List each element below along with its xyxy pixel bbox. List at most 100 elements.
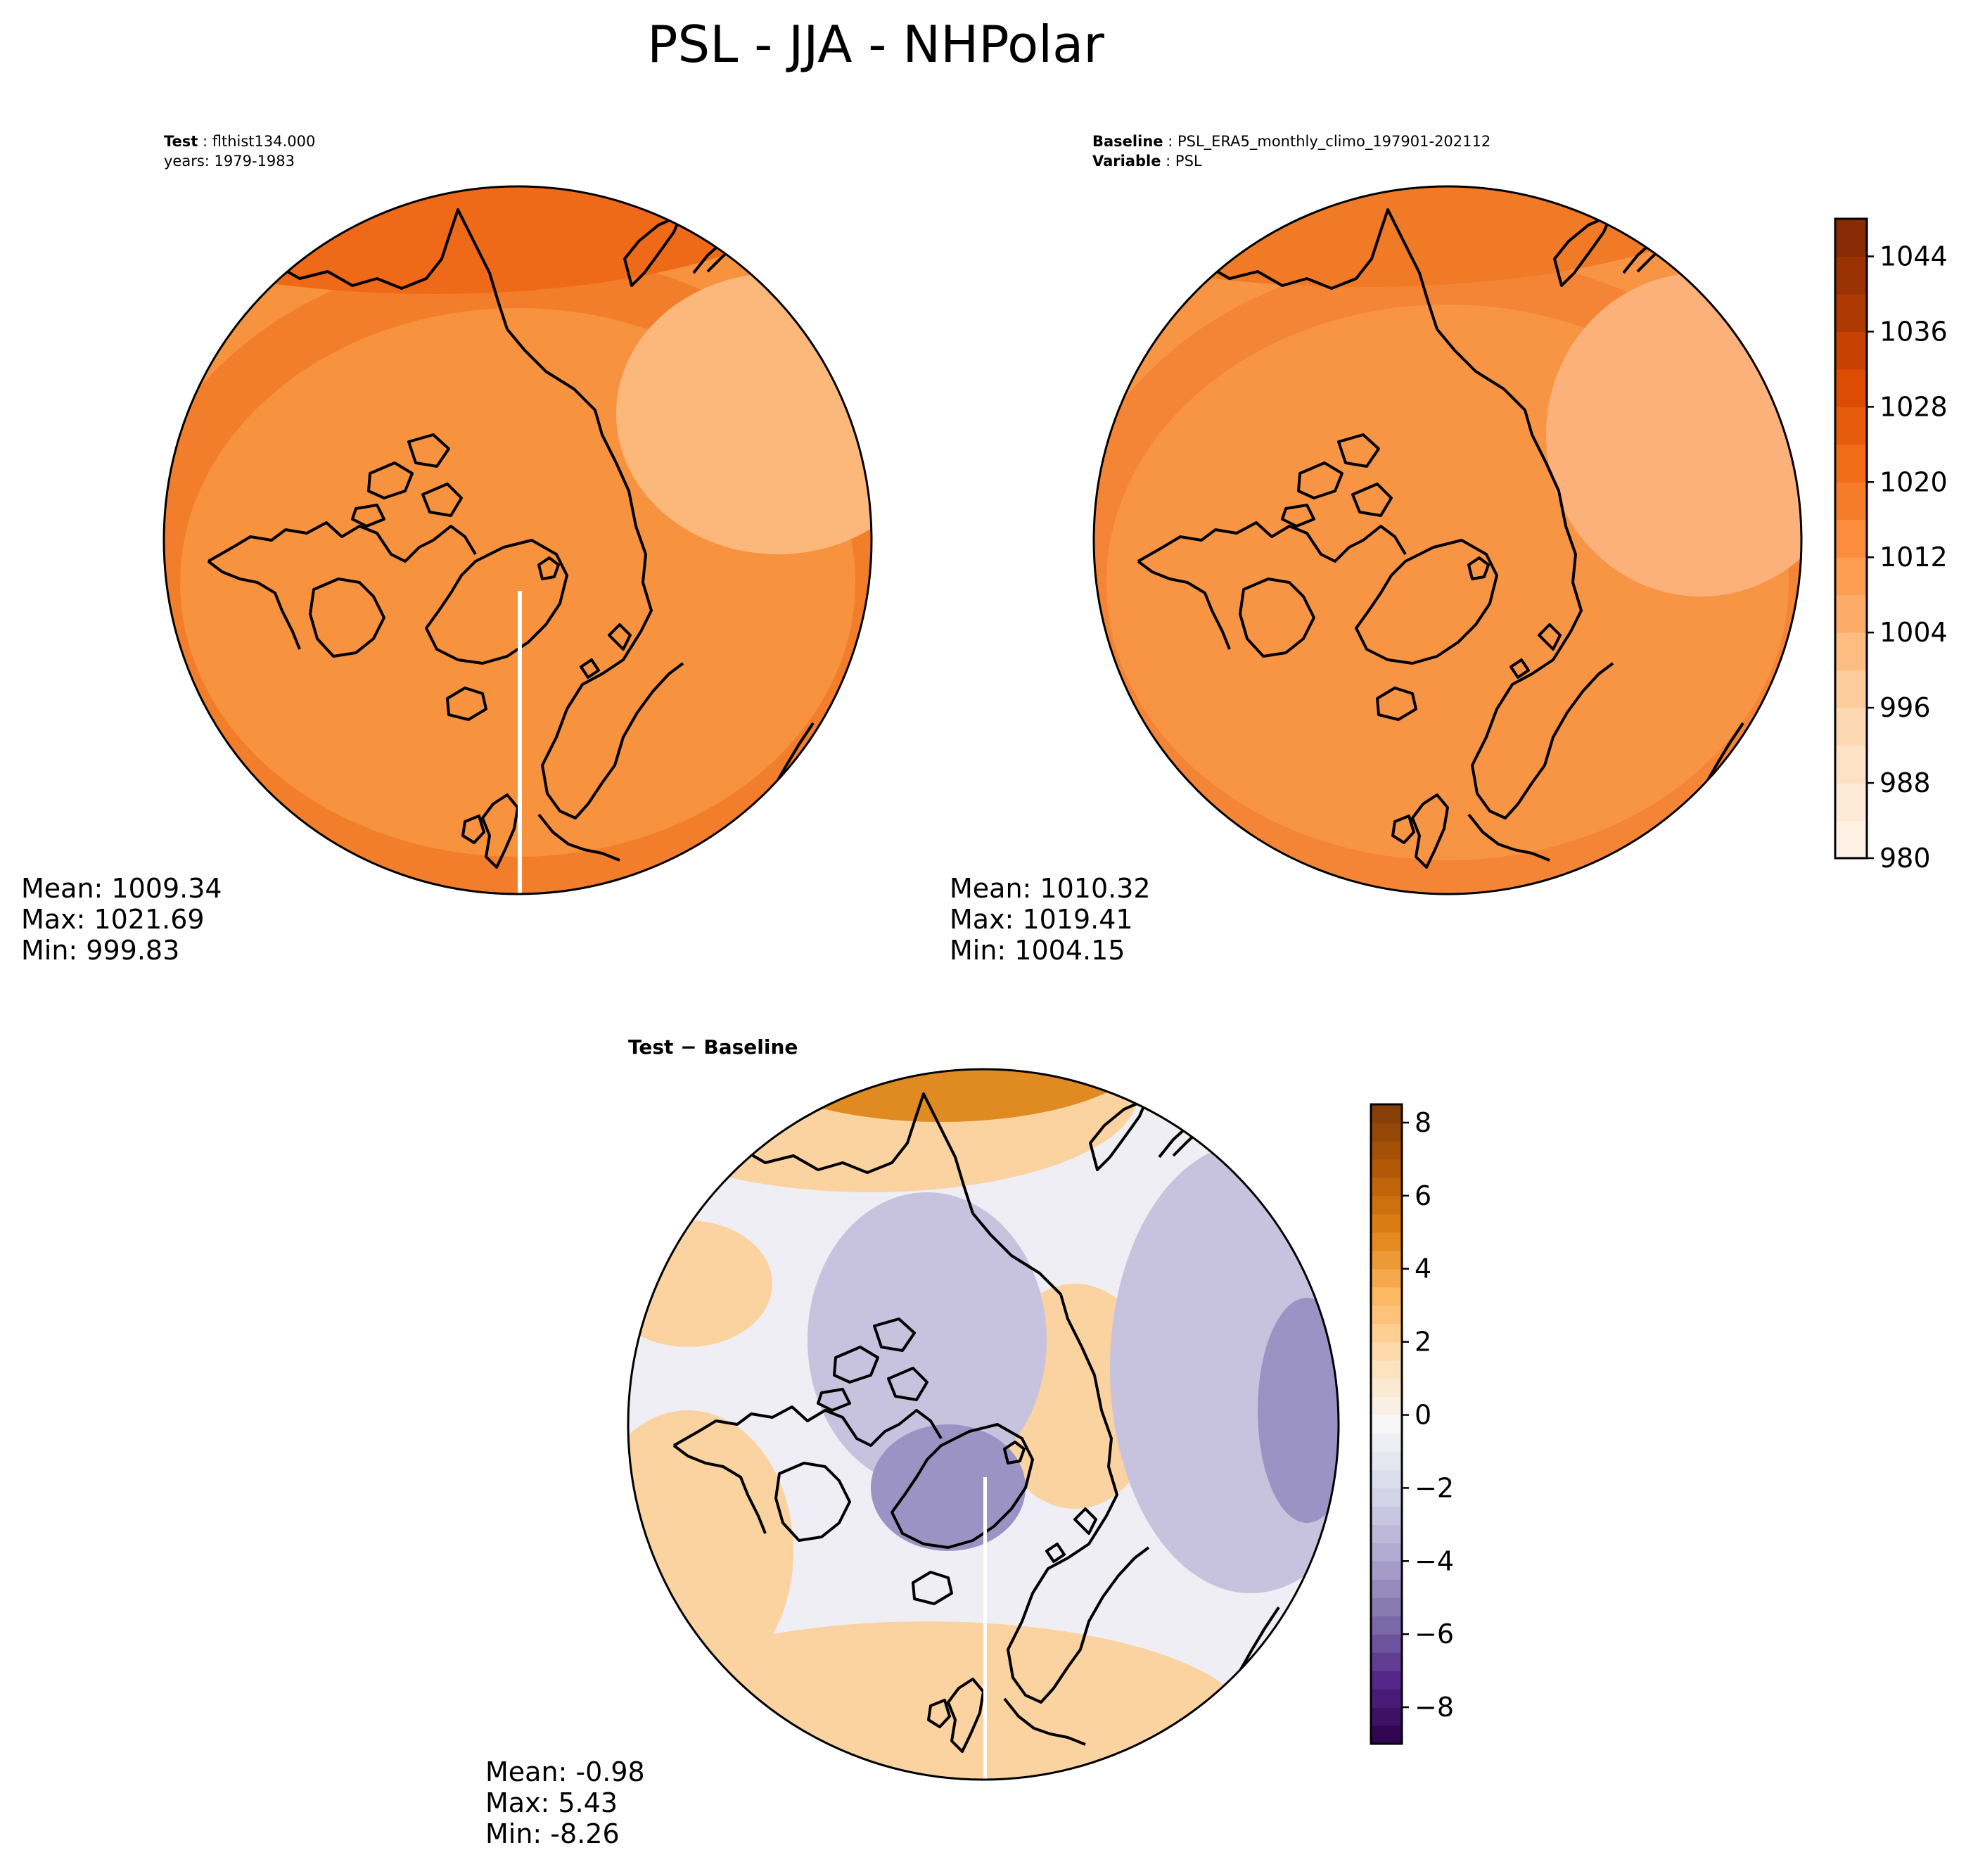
diff-label-op: −	[680, 1035, 696, 1059]
psl-colorbar-tick-label: 988	[1879, 767, 1931, 798]
psl-colorbar-band	[1835, 444, 1867, 483]
diff-colorbar-band	[1371, 1213, 1402, 1233]
diff-colorbar-tick-label: 2	[1415, 1327, 1431, 1358]
diff-colorbar-band	[1371, 1597, 1402, 1616]
diff-map	[627, 1068, 1340, 1781]
diff-colorbar-band	[1371, 1341, 1402, 1361]
diff-colorbar-band	[1371, 1323, 1402, 1343]
diff-colorbar-band	[1371, 1488, 1402, 1507]
baseline-stat-min: Min: 1004.15	[950, 935, 1125, 966]
psl-colorbar-band	[1835, 594, 1867, 633]
diff-colorbar-tick-label: 8	[1415, 1107, 1431, 1138]
psl-colorbar-tick-label: 1020	[1879, 466, 1948, 497]
psl-colorbar-band	[1835, 293, 1867, 333]
diff-colorbar-border	[1370, 1103, 1403, 1745]
diff-label-a: Test	[628, 1035, 673, 1059]
psl-colorbar-band	[1835, 745, 1867, 784]
psl-colorbar-band	[1835, 708, 1867, 746]
diff-stat-min: Min: -8.26	[485, 1818, 620, 1849]
psl-colorbar-band	[1835, 482, 1867, 521]
diff-colorbar-band	[1371, 1396, 1402, 1416]
diff-colorbar-band	[1371, 1725, 1402, 1744]
diff-label-b: Baseline	[703, 1035, 798, 1059]
diff-colorbar-band	[1371, 1250, 1402, 1270]
diff-colorbar-tick-label: −4	[1415, 1545, 1454, 1576]
figure-title: PSL - JJA - NHPolar	[647, 15, 1104, 74]
diff-colorbar-band	[1371, 1634, 1402, 1653]
psl-colorbar-band	[1835, 632, 1867, 671]
test-map-east-low	[616, 273, 872, 554]
psl-colorbar-band	[1835, 256, 1867, 295]
baseline-label-value: PSL_ERA5_monthly_climo_197901-202112	[1177, 133, 1491, 151]
test-label-key: Test	[164, 133, 198, 150]
baseline-map-east-low	[1546, 273, 1801, 596]
diff-colorbar-band	[1371, 1616, 1402, 1635]
baseline-var-key: Variable	[1092, 153, 1161, 170]
test-label-value: flthist134.000	[212, 133, 316, 150]
diff-stat-max: Max: 5.43	[485, 1787, 618, 1818]
psl-colorbar-band	[1835, 369, 1867, 407]
test-panel: Test : flthist134.000 years: 1979-1983 M…	[21, 133, 873, 966]
baseline-var-value: PSL	[1175, 153, 1202, 170]
psl-colorbar-tick-label: 1004	[1879, 617, 1948, 648]
diff-colorbar-band	[1371, 1579, 1402, 1598]
baseline-label: Baseline : PSL_ERA5_monthly_climo_197901…	[1092, 133, 1491, 151]
diff-colorbar-band	[1371, 1671, 1402, 1690]
diff-colorbar-band	[1371, 1104, 1402, 1123]
test-stat-min: Min: 999.83	[21, 935, 179, 966]
test-map-north-high	[164, 186, 827, 294]
test-stat-mean: Mean: 1009.34	[21, 873, 222, 904]
diff-colorbar-band	[1371, 1707, 1402, 1726]
diff-map-seam	[983, 1477, 987, 1780]
baseline-stat-max: Max: 1019.41	[950, 904, 1133, 935]
diff-colorbar: 8 6 4 2 0 −2 −4 −6 −8	[1370, 1103, 1454, 1745]
diff-map-cool-east	[1110, 1143, 1339, 1593]
psl-colorbar-tick-label: 996	[1879, 692, 1931, 723]
psl-colorbar-tick-label: 980	[1879, 843, 1931, 874]
diff-colorbar-band	[1371, 1378, 1402, 1398]
baseline-map-border	[1092, 185, 1803, 895]
psl-colorbar-tick-label: 1036	[1879, 316, 1948, 347]
diff-colorbar-band	[1371, 1689, 1402, 1708]
baseline-stat-mean: Mean: 1010.32	[950, 873, 1151, 904]
test-map-seam	[518, 591, 522, 894]
diff-colorbar-band	[1371, 1561, 1402, 1580]
diff-panel: Test − Baseline Mean: -0.98 Max: 5.4	[485, 1035, 1340, 1849]
diff-map-cool-center	[808, 1192, 1047, 1488]
psl-colorbar-band	[1835, 407, 1867, 445]
diff-colorbar-tick-label: 6	[1415, 1180, 1431, 1211]
psl-colorbar-band	[1835, 519, 1867, 558]
diff-colorbar-band	[1371, 1433, 1402, 1453]
baseline-panel: Baseline : PSL_ERA5_monthly_climo_197901…	[950, 133, 1803, 966]
diff-colorbar-band	[1371, 1177, 1402, 1197]
baseline-map	[1092, 185, 1803, 895]
diff-map-warm-south	[628, 1621, 1251, 1780]
diff-colorbar-band	[1371, 1543, 1402, 1562]
psl-colorbar-band	[1835, 670, 1867, 708]
diff-colorbar-band	[1371, 1305, 1402, 1325]
diff-colorbar-band	[1371, 1652, 1402, 1671]
psl-colorbar-band	[1835, 557, 1867, 596]
psl-colorbar-band	[1835, 820, 1867, 859]
psl-colorbar-tick-label: 1028	[1879, 391, 1948, 422]
psl-colorbar-band	[1835, 219, 1867, 257]
diff-colorbar-band	[1371, 1232, 1402, 1251]
test-years: years: 1979-1983	[164, 153, 295, 170]
diff-colorbar-band	[1371, 1122, 1402, 1142]
test-map	[162, 185, 873, 895]
diff-colorbar-tick-label: 4	[1415, 1253, 1431, 1284]
diff-colorbar-tick-label: −6	[1415, 1619, 1454, 1650]
psl-colorbar-tick-label: 1044	[1879, 241, 1948, 272]
diff-colorbar-band	[1371, 1469, 1402, 1488]
psl-colorbar-tick-label: 1012	[1879, 542, 1948, 573]
diff-map-border	[627, 1068, 1340, 1781]
test-label: Test : flthist134.000	[164, 133, 315, 150]
diff-map-warm-southwest	[628, 1410, 793, 1692]
diff-colorbar-band	[1371, 1360, 1402, 1379]
diff-colorbar-band	[1371, 1506, 1402, 1525]
diff-colorbar-band	[1371, 1140, 1402, 1160]
test-map-border	[162, 185, 873, 895]
diff-colorbar-tick-label: 0	[1415, 1400, 1431, 1431]
diff-colorbar-band	[1371, 1524, 1402, 1543]
